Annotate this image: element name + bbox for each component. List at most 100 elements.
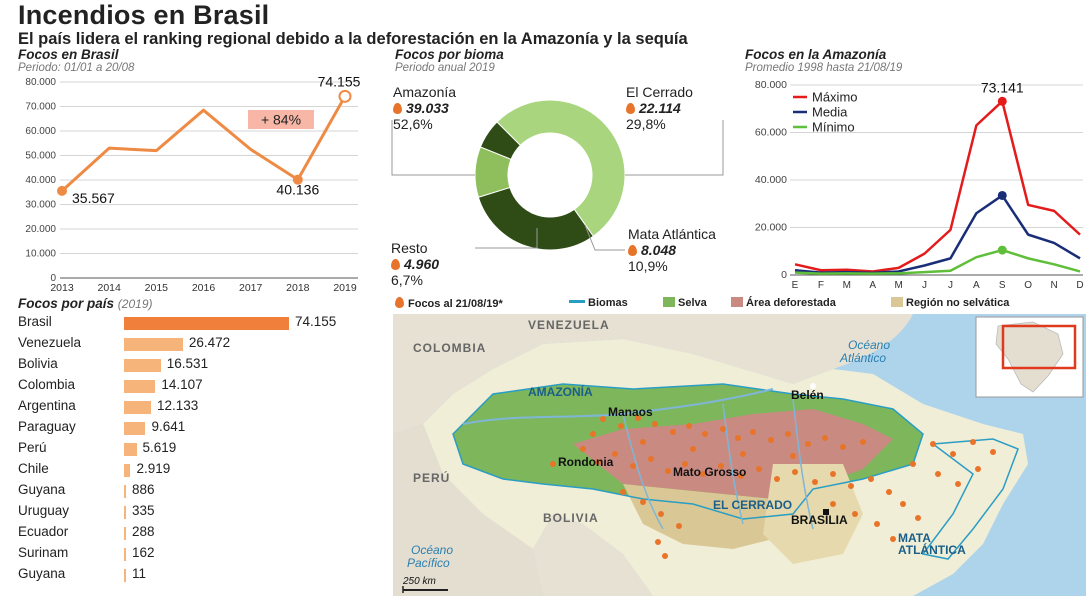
amazonia-xtick-label: N (1050, 280, 1057, 291)
brasil-data-label: 40.136 (276, 182, 319, 198)
amazonia-line-chart: 0 20.000 40.000 60.000 80.000 E F M A M J J A S O N D Máx… (755, 79, 1084, 291)
legend-selva: Selva (663, 297, 707, 309)
country-label: Venezuela (18, 335, 82, 350)
amazonia-legend-label: Máximo (812, 90, 858, 105)
brasilia-marker (823, 509, 829, 515)
label-oceano-atlantico-2: Atlántico (839, 351, 886, 365)
brasil-point (338, 89, 352, 103)
label-oceano-pacifico-1: Océano (411, 543, 453, 557)
brasil-xtick-label: 2014 (97, 282, 121, 294)
brasil-ytick-label: 0 (50, 273, 56, 284)
label-bolivia: BOLIVIA (543, 511, 599, 525)
country-bar (124, 401, 151, 414)
scale-bar (402, 586, 448, 593)
fire-map: VENEZUELA COLOMBIA PERÚ BOLIVIA AMAZONÍA… (393, 314, 1086, 596)
country-label: Surinam (18, 545, 69, 560)
pais-panel-heading: Focos por país (2019) (18, 296, 152, 311)
country-value: 2.919 (136, 461, 171, 476)
brasil-ytick-label: 50.000 (25, 151, 56, 162)
country-value: 74.155 (295, 314, 337, 329)
country-value: 9.641 (151, 419, 186, 434)
label-mata: MATA (898, 531, 931, 545)
inset-map (975, 316, 1084, 398)
amazonia-xtick-label: E (792, 280, 799, 291)
country-label: Chile (18, 461, 49, 476)
label-atlantica: ATLÁNTICA (898, 542, 966, 557)
flame-icon (391, 259, 400, 270)
label-brasilia: BRASILIA (791, 513, 848, 527)
country-bar (124, 380, 156, 393)
label-oceano-pacifico-2: Pacífico (407, 556, 450, 570)
country-label: Uruguay (18, 503, 70, 518)
amazonia-panel-title: Focos en la Amazonía (745, 47, 887, 62)
brasil-ytick-label: 40.000 (25, 175, 56, 186)
brasil-xtick-label: 2017 (239, 282, 263, 294)
label-oceano-atlantico-1: Océano (848, 338, 890, 352)
label-belen: Belén (791, 388, 824, 402)
growth-badge-bg (248, 110, 314, 129)
amazonia-series-line (794, 248, 1081, 275)
label-manaos: Manaos (608, 405, 653, 419)
flame-icon (393, 103, 402, 114)
brasil-xtick-label: 2015 (145, 282, 169, 294)
country-bar (124, 506, 126, 519)
amazonia-legend-label: Media (812, 105, 848, 120)
country-bar (124, 464, 131, 477)
country-bar (124, 485, 126, 498)
amazonia-peak-label: 73.141 (981, 79, 1024, 95)
brasil-xtick-label: 2019 (333, 282, 357, 294)
country-label: Colombia (18, 377, 76, 392)
amazonia-xtick-label: O (1024, 280, 1032, 291)
legend-focos: Focos al 21/08/19* (395, 297, 503, 310)
brasil-data-label: 74.155 (318, 73, 361, 89)
flame-icon (626, 103, 635, 114)
country-label: Brasil (18, 314, 52, 329)
label-mato-grosso: Mato Grosso (673, 465, 746, 479)
brasil-xtick-label: 2013 (50, 282, 74, 294)
bioma-label-amazonia: Amazonía 39.033 52,6% (393, 84, 457, 132)
brasil-data-label: 35.567 (72, 190, 115, 206)
leader-line-mata (584, 224, 625, 251)
amazonia-xtick-label: D (1076, 280, 1083, 291)
leader-line-resto (475, 228, 538, 249)
country-value: 11 (132, 566, 147, 581)
country-bar-row: Brasil 74.155 (18, 314, 378, 332)
label-scale: 250 km (402, 576, 436, 587)
country-bar (124, 548, 126, 561)
brasil-ytick-label: 30.000 (25, 200, 56, 211)
amazonia-legend-label: Mínimo (812, 120, 855, 135)
label-amazonia: AMAZONÍA (528, 384, 593, 399)
country-label: Perú (18, 440, 47, 455)
deforestada-swatch (731, 297, 743, 307)
country-bar-row: Uruguay 335 (18, 503, 378, 521)
amazonia-ytick-label: 0 (781, 269, 787, 281)
amazonia-xtick-label: S (999, 280, 1006, 291)
country-label: Guyana (18, 566, 66, 581)
brasil-point (292, 174, 303, 185)
brasil-panel-title: Focos en Brasil (18, 47, 119, 62)
legend-biomas: Biomas (569, 297, 628, 309)
selva-swatch (663, 297, 675, 307)
country-bar-row: Paraguay 9.641 (18, 419, 378, 437)
page-subtitle: El país lidera el ranking regional debid… (18, 30, 688, 48)
country-value: 288 (132, 524, 155, 539)
label-peru: PERÚ (413, 470, 450, 485)
label-venezuela: VENEZUELA (528, 318, 610, 332)
country-value: 162 (132, 545, 155, 560)
country-value: 16.531 (166, 356, 209, 371)
country-bar-row: Surinam 162 (18, 545, 378, 563)
biomas-line-swatch (569, 300, 585, 303)
country-bar-row: Venezuela 26.472 (18, 335, 378, 353)
country-bar-row: Bolivia 16.531 (18, 356, 378, 374)
bioma-slice (477, 186, 595, 251)
country-bar (124, 569, 126, 582)
country-bar-row: Ecuador 288 (18, 524, 378, 542)
bioma-panel-subtitle: Periodo anual 2019 (395, 62, 495, 74)
country-bar (124, 443, 137, 456)
amazonia-peak-point (997, 245, 1007, 255)
brasil-line-chart: 0 10.000 20.000 30.000 40.000 50.000 60.000 70.… (25, 73, 361, 294)
bioma-label-mata: Mata Atlántica 8.048 10,9% (628, 226, 716, 274)
bioma-donut-chart (391, 99, 724, 251)
brasil-ytick-label: 20.000 (25, 224, 56, 235)
country-label: Bolivia (18, 356, 58, 371)
